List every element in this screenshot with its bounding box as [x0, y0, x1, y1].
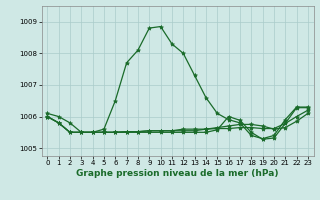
- X-axis label: Graphe pression niveau de la mer (hPa): Graphe pression niveau de la mer (hPa): [76, 169, 279, 178]
